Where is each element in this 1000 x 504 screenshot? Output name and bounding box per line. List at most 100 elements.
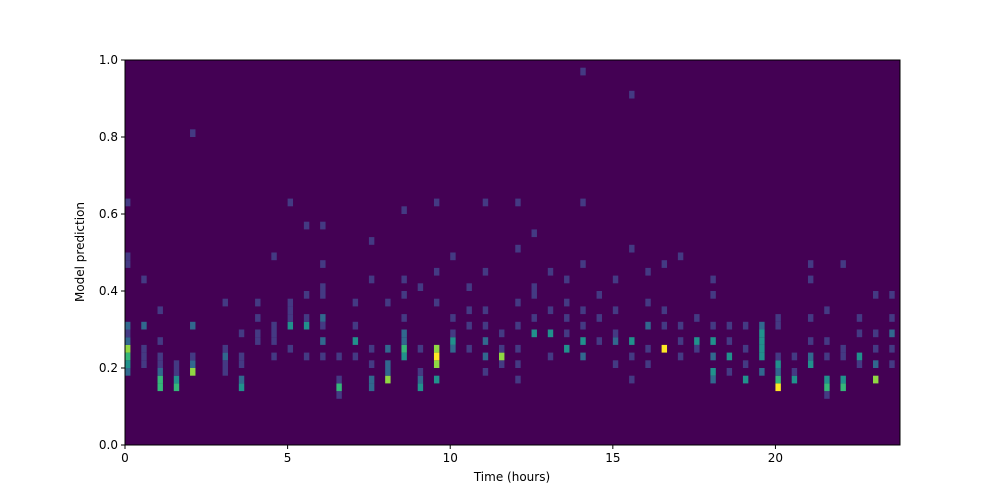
cell [791,368,798,376]
y-tick-label: 0.8 [99,130,118,144]
cell [125,337,131,345]
cell [547,329,554,338]
cell [173,375,180,384]
cell [807,275,814,284]
cell [531,329,537,338]
x-tick-label: 20 [768,451,783,465]
cell [596,291,602,299]
cell [515,244,521,253]
cell [417,344,424,353]
cell [433,360,440,368]
cell [433,298,440,307]
cell [401,206,407,214]
cell [368,237,375,245]
cell [190,129,196,137]
cell [385,368,391,376]
cell [303,321,310,330]
cell [531,314,537,322]
cell [807,314,814,322]
cell [222,344,228,353]
cell [401,291,407,299]
cell [157,383,163,392]
cell [287,298,294,307]
cell [824,391,830,399]
cell [222,368,228,376]
cell [677,321,684,330]
cell [433,198,440,207]
cell [320,352,326,361]
cell [547,306,554,315]
cell [336,352,342,361]
cell [824,306,830,315]
cell [385,375,391,384]
cell [645,298,651,307]
cell [645,344,651,353]
cell [352,352,359,361]
cell [173,383,180,392]
cell [401,275,407,284]
cell [791,375,798,384]
cell [466,321,472,330]
cell [531,283,537,291]
cell [499,344,505,353]
x-tick-label: 0 [121,451,129,465]
cell [320,221,326,230]
cell [645,267,651,276]
cell [775,321,781,330]
cell [238,383,245,392]
cell [125,368,131,376]
cell [157,352,163,361]
cell [580,67,586,76]
cell [824,383,830,392]
cell [580,352,586,361]
cell [271,329,277,338]
cell [417,383,424,392]
cell [157,337,163,345]
cell [287,344,294,353]
y-tick-label: 0.4 [99,284,118,298]
cell [336,383,342,392]
cell [710,375,716,384]
cell [190,360,196,368]
cell [303,352,310,361]
cell [889,360,895,368]
cell [612,337,619,345]
cell [238,360,245,368]
cell [873,344,879,353]
cell [271,252,277,261]
cell [759,344,765,353]
cell [238,352,245,361]
cell [596,337,602,345]
cell [742,360,749,368]
cell [629,244,635,253]
cell [320,260,326,268]
cell [482,368,489,376]
cell [271,337,277,345]
cell [368,383,375,392]
cell [255,314,261,322]
cell [531,291,537,299]
cell [125,321,131,330]
cell [710,337,716,345]
cell [515,198,521,207]
cell [515,360,521,368]
cell [141,344,147,353]
cell [125,360,131,368]
cell [580,306,586,315]
y-tick-label: 0.6 [99,207,118,221]
plot-background [125,60,900,445]
cell [807,352,814,361]
cell [873,375,879,384]
cell [694,337,700,345]
cell [759,368,765,376]
cell [873,291,879,299]
cell [190,321,196,330]
cell [141,360,147,368]
y-tick-label: 1.0 [99,53,118,67]
cell [417,283,424,291]
cell [141,321,147,330]
cell [303,314,310,322]
cell [759,321,765,330]
cell [775,352,781,361]
cell [255,337,261,345]
